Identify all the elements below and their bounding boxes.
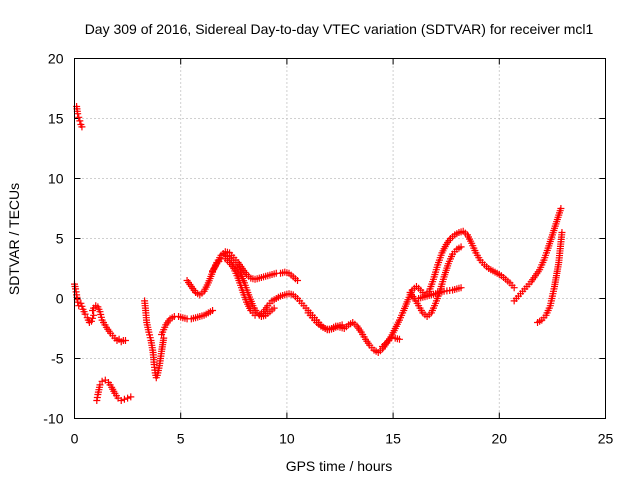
y-tick-label: 5 bbox=[56, 231, 64, 247]
data-point bbox=[90, 311, 98, 319]
y-tick-label: 0 bbox=[56, 291, 64, 307]
series-arc-9 bbox=[219, 250, 278, 320]
chart-title: Day 309 of 2016, Sidereal Day-to-day VTE… bbox=[85, 21, 594, 37]
data-points bbox=[71, 103, 566, 404]
x-tick-label: 20 bbox=[492, 431, 508, 447]
series-arc-3 bbox=[89, 302, 129, 346]
y-tick-label: -5 bbox=[51, 351, 64, 367]
data-point bbox=[78, 302, 86, 310]
data-point bbox=[121, 337, 129, 344]
series-arc-6 bbox=[158, 307, 217, 338]
data-point bbox=[124, 394, 132, 402]
data-point bbox=[81, 310, 89, 318]
data-point bbox=[75, 113, 83, 121]
y-tick-label: 20 bbox=[48, 51, 64, 67]
data-point bbox=[557, 205, 565, 212]
series-arc-15 bbox=[534, 229, 566, 326]
series-arc-5 bbox=[141, 297, 168, 382]
y-tick-label: -10 bbox=[43, 411, 63, 427]
y-tick-label: 10 bbox=[48, 171, 64, 187]
data-point bbox=[160, 334, 168, 342]
data-point bbox=[457, 284, 465, 292]
data-point bbox=[338, 321, 346, 329]
series-arc-14 bbox=[510, 205, 565, 305]
x-tick-label: 15 bbox=[385, 431, 401, 447]
y-axis-title: SDTVAR / TECUs bbox=[6, 183, 22, 295]
data-point bbox=[77, 299, 85, 307]
data-point bbox=[457, 243, 465, 251]
data-point bbox=[96, 381, 104, 389]
data-point bbox=[558, 229, 566, 236]
x-axis-title: GPS time / hours bbox=[286, 458, 393, 474]
data-point bbox=[395, 335, 403, 343]
data-point bbox=[76, 117, 84, 125]
data-point bbox=[510, 284, 518, 292]
series-arc-4 bbox=[93, 376, 135, 404]
x-tick-label: 0 bbox=[71, 431, 79, 447]
x-tick-label: 25 bbox=[598, 431, 614, 447]
data-point bbox=[74, 298, 82, 306]
series-arc-10 bbox=[304, 309, 346, 334]
data-point bbox=[127, 393, 135, 401]
data-point bbox=[74, 110, 82, 118]
data-point bbox=[209, 307, 217, 314]
data-point bbox=[270, 304, 278, 312]
data-point bbox=[120, 395, 128, 403]
data-point bbox=[87, 317, 95, 325]
series-arc-2 bbox=[71, 280, 98, 326]
y-tick-label: 15 bbox=[48, 111, 64, 127]
x-tick-label: 5 bbox=[177, 431, 185, 447]
data-point bbox=[294, 277, 302, 284]
data-point bbox=[89, 314, 97, 322]
series-arc-11 bbox=[378, 227, 518, 350]
data-point bbox=[117, 397, 125, 404]
series-arc-13 bbox=[415, 284, 465, 302]
data-point bbox=[78, 123, 86, 131]
plot-frame bbox=[74, 58, 606, 419]
x-tick-label: 10 bbox=[279, 431, 295, 447]
data-point bbox=[98, 377, 106, 385]
